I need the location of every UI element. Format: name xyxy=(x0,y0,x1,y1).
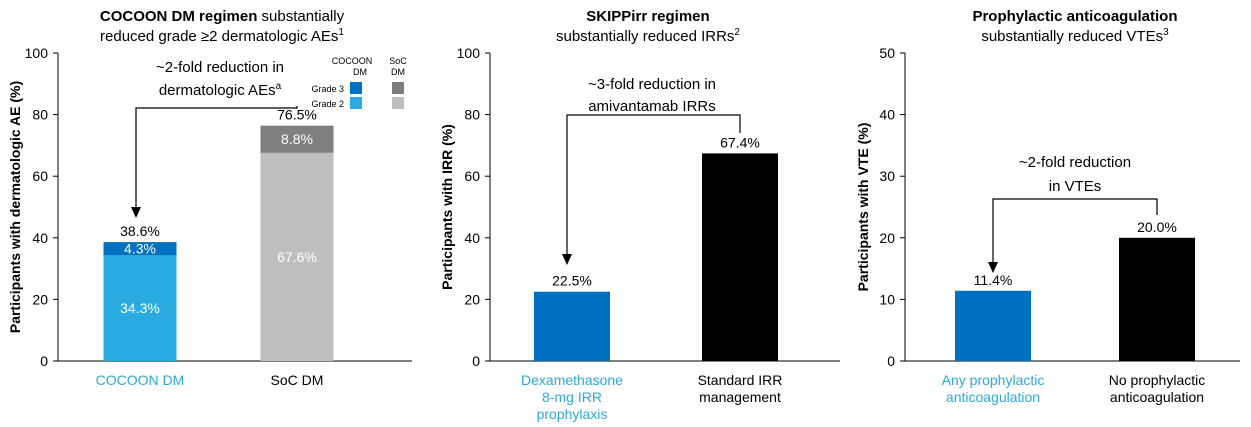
y-tick-label: 40 xyxy=(879,107,895,123)
legend: COCOON DM SoC DM Grade 3 Grade 2 xyxy=(311,56,407,109)
comparison-bracket xyxy=(566,114,741,255)
comparison-bracket xyxy=(135,106,298,208)
bar xyxy=(955,290,1031,361)
legend-column-header: COCOON DM xyxy=(332,56,373,77)
y-tick-label: 40 xyxy=(464,230,480,246)
x-tick-label: Dexamethasone 8-mg IRR prophylaxis xyxy=(521,372,623,422)
segment-label: 34.3% xyxy=(120,300,160,316)
y-tick-label: 0 xyxy=(40,353,48,369)
arrow-head xyxy=(131,207,141,218)
x-tick-label: Any prophylactic anticoagulation xyxy=(942,372,1045,405)
y-axis-label: Participants with IRR (%) xyxy=(439,124,455,290)
x-tick-label: SoC DM xyxy=(271,372,324,388)
annotation-text: ~3-fold reduction in xyxy=(588,76,716,93)
y-tick-label: 60 xyxy=(32,168,48,184)
legend-column-header: SoC DM xyxy=(389,56,407,77)
y-tick-label: 30 xyxy=(879,168,895,184)
segment-label: 4.3% xyxy=(124,241,156,257)
legend-row-label: Grade 2 xyxy=(311,99,344,109)
y-tick-label: 60 xyxy=(464,168,480,184)
annotation-text: dermatologic AEsa xyxy=(159,81,282,99)
x-tick-label: COCOON DM xyxy=(96,372,185,388)
value-label: 20.0% xyxy=(1137,219,1177,235)
chart-panel-3: Prophylactic anticoagulation substantiall… xyxy=(855,8,1240,405)
bar-segment xyxy=(103,255,177,361)
y-tick-label: 20 xyxy=(879,230,895,246)
legend-swatch xyxy=(350,82,362,94)
segment-label: 8.8% xyxy=(281,131,313,147)
bar-segment xyxy=(260,152,334,361)
chart-subtitle: substantially reduced VTEs3 xyxy=(981,27,1169,45)
y-tick-label: 50 xyxy=(879,45,895,61)
y-tick-label: 100 xyxy=(25,45,49,61)
chart-title-rest: substantially xyxy=(257,8,344,25)
x-tick-label: No prophylactic anticoagulation xyxy=(1109,372,1206,405)
chart-title-bold: COCOON DM regimen xyxy=(100,8,258,25)
legend-swatch xyxy=(392,97,404,109)
y-tick-label: 100 xyxy=(457,45,481,61)
chart-title-bold: SKIPPirr regimen xyxy=(586,8,709,25)
x-tick-label: Standard IRR management xyxy=(698,372,783,405)
bar xyxy=(534,291,610,361)
total-label: 76.5% xyxy=(277,106,317,122)
chart-subtitle: reduced grade ≥2 dermatologic AEs1 xyxy=(100,27,344,45)
value-label: 67.4% xyxy=(720,134,760,150)
annotation-text: amivantamab IRRs xyxy=(588,98,716,115)
y-tick-label: 80 xyxy=(464,107,480,123)
bar-segment xyxy=(260,125,334,153)
arrow-head xyxy=(988,262,998,273)
value-label: 22.5% xyxy=(552,273,592,289)
y-axis-label: Participants with VTE (%) xyxy=(855,123,871,292)
y-tick-label: 0 xyxy=(887,353,895,369)
chart-title: SKIPPirr regimen xyxy=(586,8,709,25)
segment-label: 67.6% xyxy=(277,249,317,265)
bar xyxy=(1119,237,1195,361)
legend-swatch xyxy=(350,97,362,109)
chart-panel-1: COCOON DM regimen substantially reduced g… xyxy=(7,8,412,388)
y-tick-label: 20 xyxy=(32,291,48,307)
legend-swatch xyxy=(392,82,404,94)
total-label: 38.6% xyxy=(120,223,160,239)
y-tick-label: 0 xyxy=(472,353,480,369)
comparison-bracket xyxy=(992,198,1158,263)
chart-title-bold: Prophylactic anticoagulation xyxy=(972,8,1177,25)
chart-title: Prophylactic anticoagulation xyxy=(972,8,1177,25)
bar-segment xyxy=(103,242,177,256)
y-tick-label: 40 xyxy=(32,230,48,246)
chart-title: COCOON DM regimen substantially xyxy=(100,8,345,25)
annotation-text: ~2-fold reduction xyxy=(1019,154,1131,171)
annotation-text: ~2-fold reduction in xyxy=(156,59,284,76)
value-label: 11.4% xyxy=(974,272,1013,288)
bar xyxy=(702,153,778,361)
y-tick-label: 20 xyxy=(464,291,480,307)
arrow-head xyxy=(562,254,572,265)
legend-row-label: Grade 3 xyxy=(311,84,344,94)
annotation-text: in VTEs xyxy=(1049,178,1102,195)
y-tick-label: 10 xyxy=(879,291,895,307)
chart-panel-2: SKIPPirr regimen substantially reduced IR… xyxy=(439,8,840,422)
y-tick-label: 80 xyxy=(32,107,48,123)
chart-subtitle: substantially reduced IRRs2 xyxy=(556,27,740,45)
y-axis-label: Participants with dermatologic AE (%) xyxy=(7,81,23,333)
